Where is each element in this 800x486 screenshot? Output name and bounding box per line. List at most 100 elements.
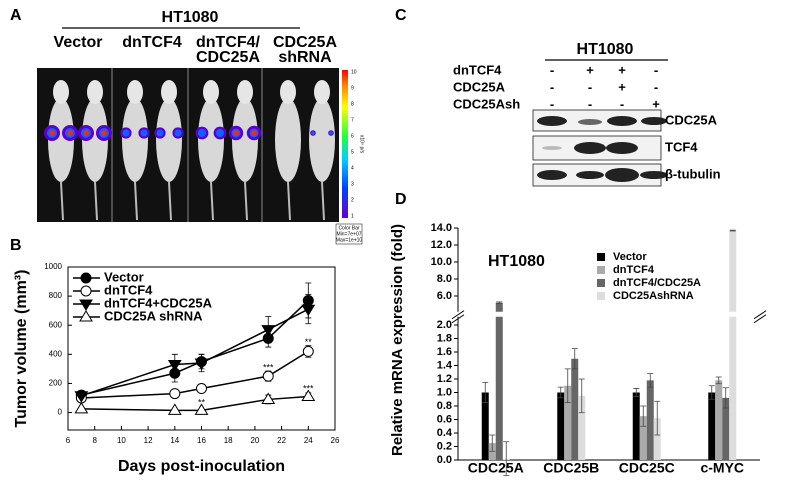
legend-label: CDC25A shRNA (104, 308, 203, 323)
bar (578, 395, 586, 460)
y-tick-label: 1.4 (437, 359, 453, 371)
mouse (48, 98, 74, 182)
cell-line: HT1080 (577, 41, 634, 58)
bar (571, 358, 579, 460)
marker (261, 392, 276, 404)
color-bar-max: Max=1e+10 (336, 237, 363, 243)
error-bar (503, 441, 510, 476)
legend-swatch (597, 253, 605, 261)
mouse-head (127, 80, 143, 104)
color-bar-tick: 10 (351, 69, 357, 75)
x-tick-label: 22 (277, 436, 286, 445)
color-bar-box (335, 223, 363, 245)
annotation: ** (305, 337, 313, 347)
error-bar (571, 348, 578, 370)
bar (729, 230, 737, 460)
axis-break (450, 311, 760, 317)
x-tick-label: CDC25A (468, 460, 524, 476)
x-tick-label: 12 (144, 436, 153, 445)
error-bar (496, 301, 503, 305)
legend-marker (79, 310, 93, 322)
band-label: TCF4 (665, 139, 698, 154)
color-bar-tick: 1 (351, 213, 354, 219)
group-label: dnTCF4/ (196, 34, 261, 51)
color-bar-tick: 7 (351, 117, 354, 123)
color-bar-tick: 8 (351, 101, 354, 107)
bar (481, 392, 489, 460)
panel-label: B (10, 237, 22, 254)
group-label: shRNA (278, 49, 332, 66)
condition-sign: - (620, 96, 624, 111)
condition-sign: - (654, 79, 658, 94)
signal (198, 129, 206, 137)
signal (251, 130, 257, 136)
marker (261, 325, 276, 337)
bar (564, 385, 572, 460)
error-bar (722, 387, 729, 409)
color-bar-tick: 9 (351, 85, 354, 91)
series-line (81, 350, 309, 399)
error-bar (640, 405, 647, 427)
y-tick-label: 0.6 (437, 413, 452, 425)
panel-label: C (395, 7, 407, 24)
error-bar (715, 376, 722, 385)
condition-sign: + (586, 62, 594, 77)
mouse (156, 98, 182, 182)
cell-line: HT1080 (162, 9, 219, 26)
condition-sign: - (588, 79, 592, 94)
error-bar (633, 388, 640, 397)
error-bar (482, 381, 489, 404)
bar (708, 392, 716, 460)
y-axis-label: Relative mRNA expression (fold) (389, 224, 406, 456)
y-tick-label: 200 (49, 379, 63, 388)
error-bar (647, 373, 654, 388)
x-axis-label: Days post-inoculation (118, 458, 285, 475)
color-bar-title: Color Bar (338, 225, 359, 231)
annotation: *** (303, 384, 314, 394)
marker (74, 401, 89, 414)
panel-label: D (395, 191, 407, 208)
y-tick-label: 14.0 (431, 222, 452, 234)
error-bar (708, 385, 715, 400)
marker (302, 345, 314, 357)
marker (301, 304, 316, 317)
condition-sign: - (550, 79, 554, 94)
y-tick-label: 1000 (44, 262, 62, 271)
mouse-head (161, 80, 177, 104)
condition-label: CDC25A (453, 79, 506, 94)
blot-bands (537, 116, 668, 182)
mouse-head (87, 80, 103, 104)
legend-marker (80, 285, 92, 297)
mouse-tail (94, 181, 98, 221)
condition-sign: + (618, 79, 626, 94)
y-tick-label: 12.0 (431, 239, 452, 251)
mouse-tail (210, 181, 214, 221)
bar (722, 397, 730, 460)
marker (194, 403, 209, 415)
legend-marker (79, 299, 93, 311)
legend-label: dnTCF4 (104, 282, 153, 297)
color-bar (342, 70, 348, 218)
mouse-head (280, 80, 296, 104)
panel-c: dnTCF4 - + + - CDC25A - - + - CDC25Ash - - - + CDC25A TC… (453, 62, 721, 181)
color-bar-unit: x10⁹ p/s (359, 135, 365, 154)
bar (557, 392, 565, 460)
y-tick-label: 2.0 (437, 319, 452, 331)
bar (715, 380, 723, 460)
marker (301, 389, 316, 402)
y-tick-label: 6.0 (437, 290, 452, 302)
mouse (309, 98, 335, 182)
group-label: Vector (54, 34, 103, 51)
mouse-tail (134, 181, 138, 221)
x-tick-label: 20 (250, 436, 259, 445)
marker (169, 388, 181, 400)
x-tick-label: 24 (304, 436, 313, 445)
signal (233, 130, 239, 136)
marker (194, 358, 209, 371)
bar (495, 302, 503, 460)
mouse-tail (60, 181, 64, 221)
signal (122, 129, 130, 137)
condition-label: CDC25Ash (453, 96, 520, 111)
legend-swatch (597, 292, 605, 300)
